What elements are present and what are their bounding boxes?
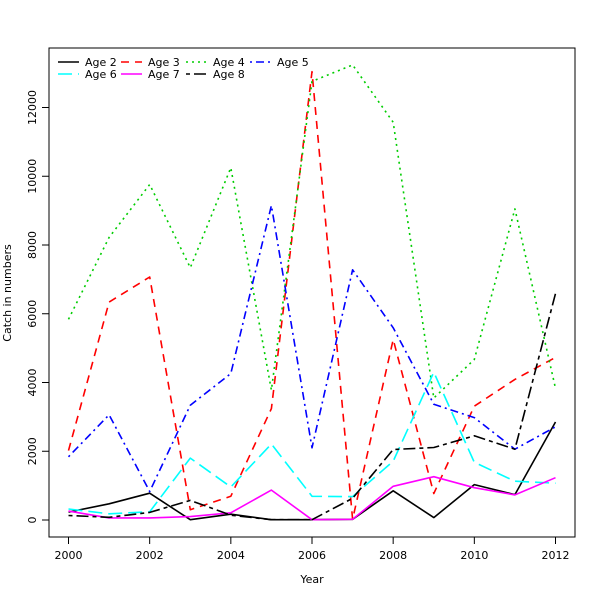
x-tick-label: 2004 xyxy=(217,549,245,562)
x-tick-label: 2008 xyxy=(379,549,407,562)
legend-label: Age 8 xyxy=(213,68,245,81)
x-tick-label: 2000 xyxy=(55,549,83,562)
y-axis: 0 2000 4000 6000 8000 10000 12000 xyxy=(26,90,50,524)
y-tick-label: 0 xyxy=(26,517,39,524)
y-tick-label: 4000 xyxy=(26,369,39,397)
x-axis: 2000 2002 2004 2006 2008 2010 2012 xyxy=(55,536,570,562)
series-line-age-5 xyxy=(67,204,556,493)
y-tick-label: 2000 xyxy=(26,437,39,465)
legend-label: Age 3 xyxy=(148,56,180,69)
legend-label: Age 7 xyxy=(148,68,180,81)
x-tick-label: 2012 xyxy=(542,549,570,562)
legend: Age 2 Age 3 Age 4 Age 5 Age 6 Age 7 Age 8 xyxy=(58,56,309,81)
series-layer xyxy=(67,64,557,521)
x-tick-label: 2010 xyxy=(460,549,488,562)
series-line-age-8 xyxy=(68,293,557,521)
y-tick-label: 6000 xyxy=(26,300,39,328)
series-line-age-4 xyxy=(67,64,557,399)
x-tick-label: 2006 xyxy=(298,549,326,562)
legend-label: Age 6 xyxy=(85,68,117,81)
series-line-age-3 xyxy=(67,70,556,521)
y-tick-label: 10000 xyxy=(26,159,39,194)
plot-area xyxy=(48,47,576,538)
plot-frame xyxy=(48,47,576,538)
x-tick-label: 2002 xyxy=(136,549,164,562)
legend-label: Age 5 xyxy=(277,56,309,69)
y-tick-label: 12000 xyxy=(26,90,39,125)
series-line-age-6 xyxy=(68,371,556,515)
legend-label: Age 4 xyxy=(213,56,245,69)
y-tick-label: 8000 xyxy=(26,231,39,259)
x-axis-title: Year xyxy=(299,573,324,586)
legend-label: Age 2 xyxy=(85,56,117,69)
y-axis-title: Catch in numbers xyxy=(1,244,14,342)
series-line-age-2 xyxy=(68,421,557,521)
